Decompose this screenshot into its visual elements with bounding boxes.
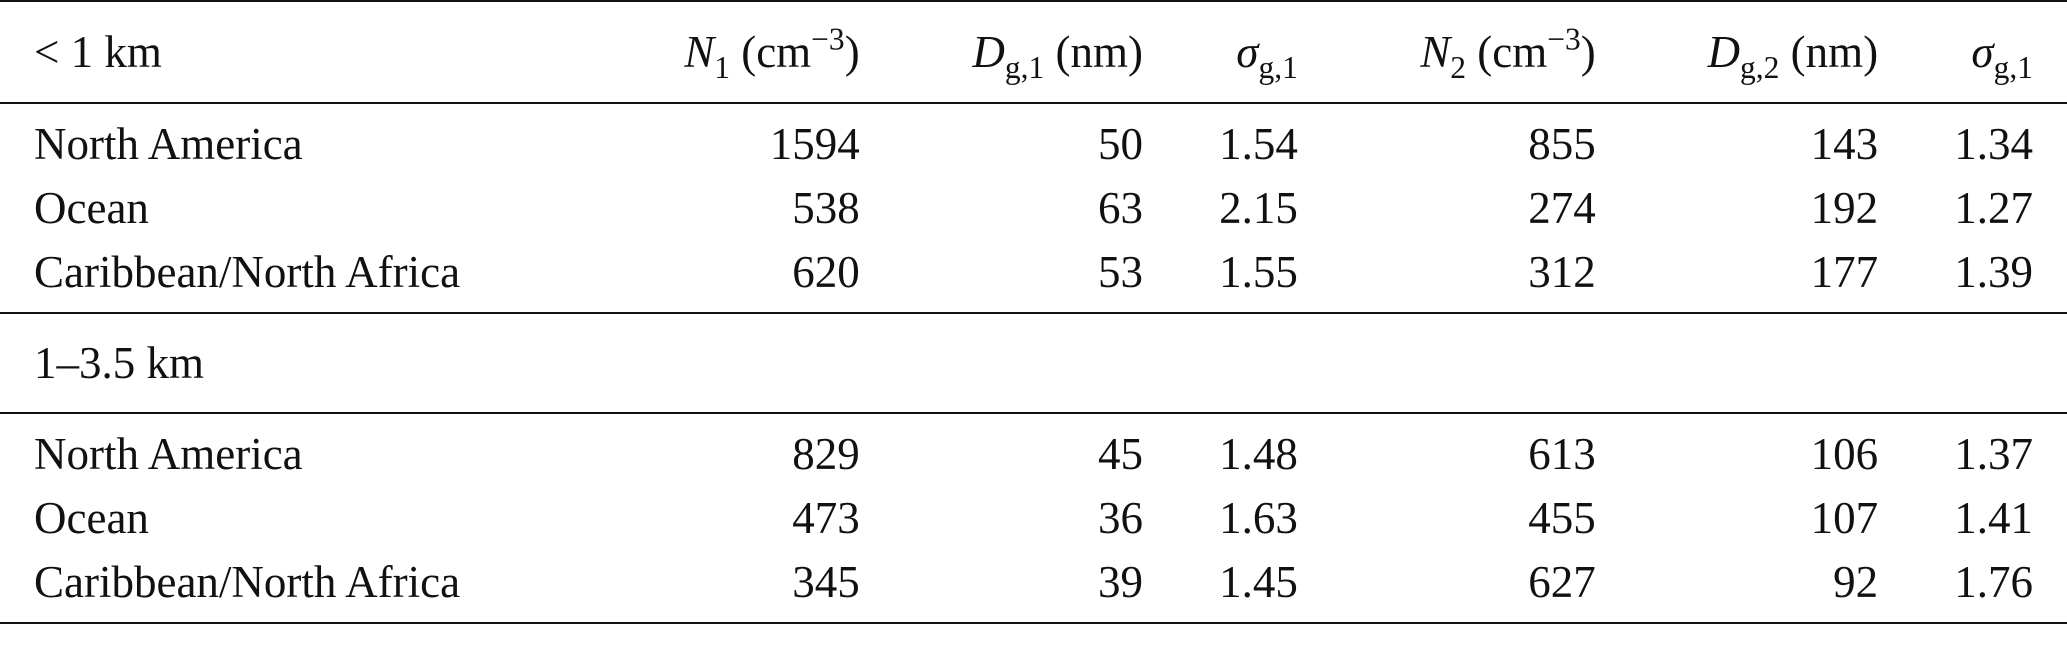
sg1-cell: 1.45 <box>1143 550 1298 624</box>
header-sigma-g1: σg,1 <box>1143 0 1298 103</box>
header-dg1: Dg,1 (nm) <box>859 0 1143 103</box>
header-n1: N1 (cm−3) <box>588 0 860 103</box>
n1-cell: 829 <box>588 412 860 486</box>
dg2-cell: 106 <box>1595 412 1879 486</box>
section-label-1-3-5km: 1–3.5 km <box>0 312 589 413</box>
header-dg2: Dg,2 (nm) <box>1595 0 1879 103</box>
section-row: 1–3.5 km <box>0 312 2067 413</box>
table-row: Ocean 473 36 1.63 455 107 1.41 <box>0 486 2067 550</box>
n1-cell: 620 <box>792 246 860 297</box>
region-cell: North America <box>0 102 589 176</box>
n1-cell: 345 <box>588 550 860 624</box>
section-label-below-1km: < 1 km <box>0 0 589 103</box>
region-cell: Caribbean/North Africa <box>0 550 589 624</box>
header-sigma-g1-second: σg,1 <box>1878 0 2067 103</box>
dg2-cell: 143 <box>1595 102 1879 176</box>
region-cell: Ocean <box>34 492 149 543</box>
sg1-cell: 1.54 <box>1143 102 1298 176</box>
dg1-cell: 36 <box>1098 492 1143 543</box>
dg2-cell: 107 <box>1810 492 1879 543</box>
sg2-cell: 1.37 <box>1878 412 2067 486</box>
region-cell: Ocean <box>34 182 149 233</box>
sg2-cell: 1.39 <box>1954 246 2033 297</box>
n2-cell: 312 <box>1528 246 1596 297</box>
dg2-cell: 92 <box>1595 550 1879 624</box>
dg1-cell: 39 <box>859 550 1143 624</box>
dg1-cell: 45 <box>859 412 1143 486</box>
table-row: North America 829 45 1.48 613 106 1.37 <box>0 412 2067 486</box>
sg2-cell: 1.76 <box>1878 550 2067 624</box>
sg1-cell: 2.15 <box>1219 182 1298 233</box>
sg1-cell: 1.48 <box>1143 412 1298 486</box>
aerosol-size-distribution-table: < 1 km N1 (cm−3) Dg,1 (nm) σg,1 N2 (cm−3… <box>0 0 2067 624</box>
sg2-cell: 1.27 <box>1954 182 2033 233</box>
table-row: Caribbean/North Africa 345 39 1.45 627 9… <box>0 550 2067 624</box>
sg2-cell: 1.41 <box>1954 492 2033 543</box>
n2-cell: 855 <box>1297 102 1596 176</box>
sg2-cell: 1.34 <box>1878 102 2067 176</box>
n1-cell: 473 <box>792 492 860 543</box>
header-n2: N2 (cm−3) <box>1297 0 1596 103</box>
region-cell: North America <box>0 412 589 486</box>
dg2-cell: 177 <box>1810 246 1879 297</box>
table-row: Caribbean/North Africa 620 53 1.55 312 1… <box>0 240 2067 313</box>
n2-cell: 613 <box>1297 412 1596 486</box>
table-row: Ocean 538 63 2.15 274 192 1.27 <box>0 176 2067 240</box>
n2-cell: 274 <box>1528 182 1596 233</box>
sg1-cell: 1.63 <box>1219 492 1298 543</box>
region-cell: Caribbean/North Africa <box>34 246 461 297</box>
n1-cell: 1594 <box>588 102 860 176</box>
table-row: North America 1594 50 1.54 855 143 1.34 <box>0 102 2067 176</box>
dg2-cell: 192 <box>1810 182 1879 233</box>
n2-cell: 455 <box>1528 492 1596 543</box>
table-header-row: < 1 km N1 (cm−3) Dg,1 (nm) σg,1 N2 (cm−3… <box>0 0 2067 103</box>
dg1-cell: 63 <box>1098 182 1143 233</box>
dg1-cell: 50 <box>859 102 1143 176</box>
n1-cell: 538 <box>792 182 860 233</box>
sg1-cell: 1.55 <box>1219 246 1298 297</box>
dg1-cell: 53 <box>1098 246 1143 297</box>
n2-cell: 627 <box>1297 550 1596 624</box>
